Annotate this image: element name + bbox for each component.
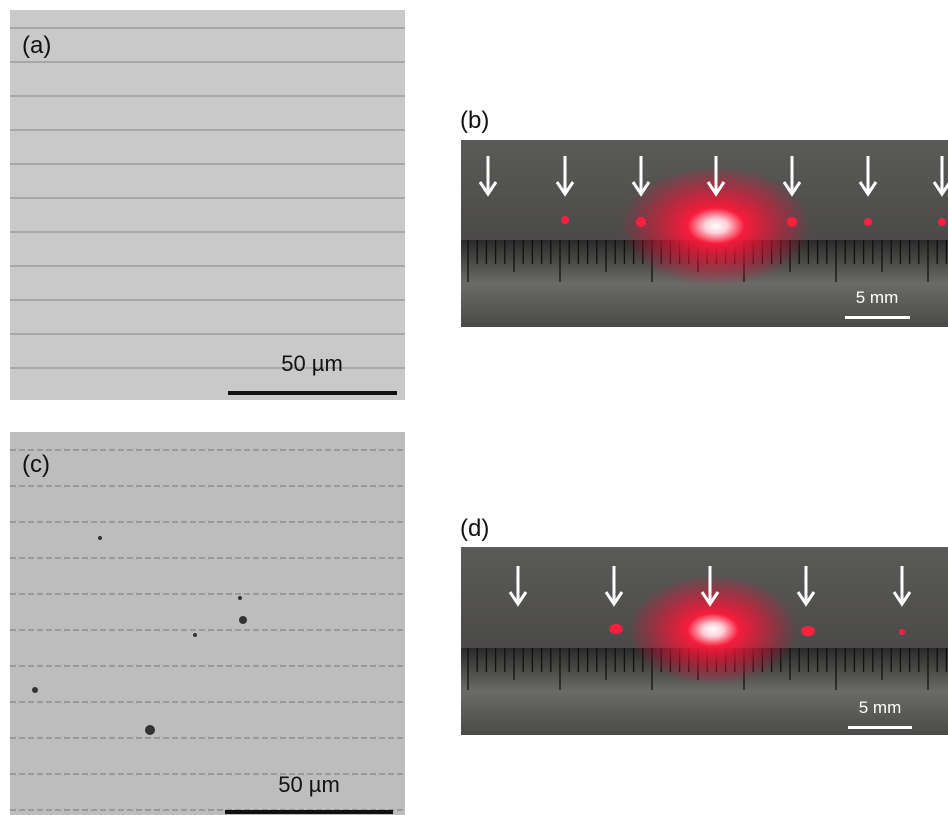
panel-label: (d) bbox=[460, 515, 489, 542]
arrow bbox=[932, 156, 948, 197]
arrow bbox=[706, 156, 726, 197]
panel-label: (b) bbox=[460, 107, 489, 134]
scale-bar bbox=[225, 810, 393, 814]
arrow bbox=[631, 156, 651, 197]
micrograph-c bbox=[10, 432, 405, 815]
arrow bbox=[555, 156, 575, 197]
panel-label: (c) bbox=[22, 451, 50, 478]
scale-bar bbox=[848, 726, 912, 729]
scale-label: 50 µm bbox=[278, 772, 340, 797]
laser-spot bbox=[628, 575, 798, 685]
arrows bbox=[478, 156, 948, 197]
diffraction-orders bbox=[561, 216, 946, 227]
diffraction-orders bbox=[609, 624, 905, 636]
arrow bbox=[604, 566, 624, 607]
scale-label: 5 mm bbox=[859, 698, 902, 717]
panel-label: (a) bbox=[22, 32, 51, 59]
arrow bbox=[892, 566, 912, 607]
arrow bbox=[796, 566, 816, 607]
scale-bar bbox=[228, 391, 397, 395]
scale-label: 5 mm bbox=[856, 288, 899, 307]
laser-spot bbox=[621, 166, 811, 286]
debris bbox=[32, 536, 247, 735]
arrow bbox=[478, 156, 498, 197]
arrow bbox=[700, 566, 720, 607]
scale-bar bbox=[845, 316, 910, 319]
arrow bbox=[508, 566, 528, 607]
micrograph-a bbox=[10, 10, 405, 400]
arrows bbox=[508, 566, 912, 607]
arrow bbox=[858, 156, 878, 197]
arrow bbox=[782, 156, 802, 197]
scale-label: 50 µm bbox=[281, 351, 343, 376]
grating-lines bbox=[10, 27, 405, 369]
